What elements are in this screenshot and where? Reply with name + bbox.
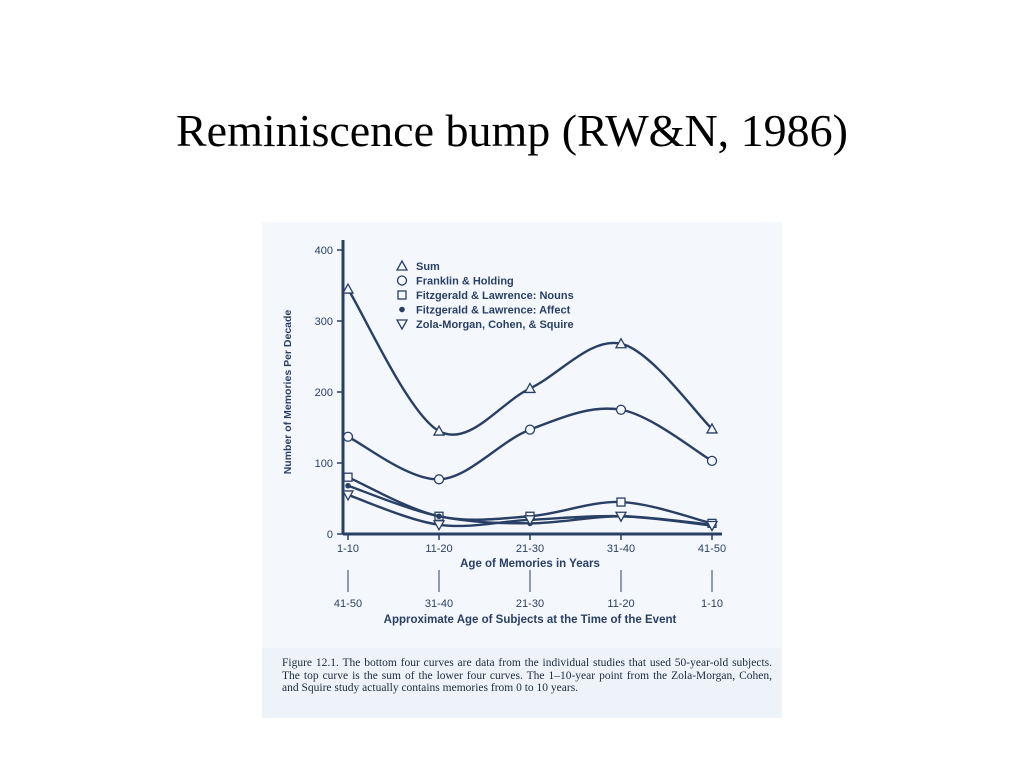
secondary-tick-label: 21-30 (516, 598, 544, 610)
legend-label: Fitzgerald & Lawrence: Nouns (416, 290, 574, 302)
data-point (705, 422, 719, 434)
data-point (614, 337, 628, 349)
y-tick-label: 300 (315, 316, 333, 328)
legend-marker (395, 319, 409, 331)
y-tick-label: 0 (327, 529, 333, 541)
y-tick-label: 200 (315, 387, 333, 399)
secondary-tick-label: 11-20 (607, 598, 634, 610)
x-tick-label: 21-30 (516, 543, 544, 555)
data-point (614, 511, 628, 523)
y-tick-label: 400 (315, 245, 333, 257)
caption-background (262, 648, 782, 718)
x-tick-label: 11-20 (425, 543, 452, 555)
y-tick-label: 100 (315, 458, 333, 470)
data-point (705, 520, 719, 532)
secondary-tick-label: 1-10 (701, 598, 723, 610)
data-point (523, 382, 537, 394)
legend-marker (395, 259, 409, 271)
data-point (706, 455, 718, 467)
data-point (616, 497, 626, 507)
data-point (342, 431, 354, 442)
legend-label: Zola-Morgan, Cohen, & Squire (416, 319, 574, 331)
x-tick-label: 1-10 (337, 543, 359, 555)
x-tick-label: 31-40 (607, 543, 635, 555)
legend-marker (396, 275, 408, 286)
x-axis-label: Age of Memories in Years (460, 558, 600, 570)
data-point (432, 520, 446, 532)
data-point (615, 404, 627, 415)
legend-marker (397, 290, 407, 300)
figure-caption: Figure 12.1. The bottom four curves are … (282, 657, 772, 694)
data-point (523, 515, 537, 527)
data-point (341, 282, 355, 294)
legend-label: Sum (416, 261, 440, 273)
legend-marker (399, 306, 405, 313)
legend-label: Franklin & Holding (416, 276, 514, 288)
secondary-tick-label: 41-50 (334, 598, 362, 610)
legend-label: Fitzgerald & Lawrence: Affect (416, 305, 571, 317)
slide-title: Reminiscence bump (RW&N, 1986) (176, 105, 848, 156)
figure-scan: 0 100 200 300 400 Number of Memories Per Deca… (262, 222, 782, 718)
data-point (345, 482, 351, 489)
line-chart: 0 100 200 300 400 Number of Memories Per Deca… (282, 240, 726, 626)
data-point (433, 474, 445, 485)
data-point (432, 424, 446, 436)
secondary-tick-label: 31-40 (425, 598, 453, 610)
data-point (436, 513, 442, 520)
data-point (343, 472, 353, 482)
secondary-x-axis-label: Approximate Age of Subjects at the Time … (384, 614, 677, 626)
data-point (341, 490, 355, 502)
y-axis-label: Number of Memories Per Decade (282, 310, 294, 475)
x-tick-label: 41-50 (698, 543, 726, 555)
data-point (524, 424, 536, 435)
series-line (347, 407, 713, 481)
